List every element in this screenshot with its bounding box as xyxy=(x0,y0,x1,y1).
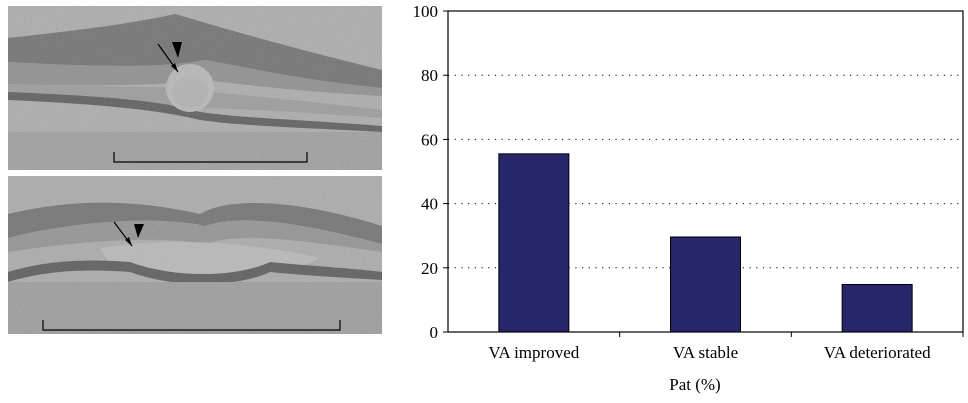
axes xyxy=(443,10,964,337)
oct-scan-bottom xyxy=(8,176,382,334)
x-tick-label: VA deteriorated xyxy=(824,343,931,362)
bar-va-deteriorated xyxy=(841,283,913,333)
chart-svg: 0 20 40 60 80 100 VA improved VA stable VA dete… xyxy=(413,2,964,394)
x-tick-label: VA improved xyxy=(488,343,579,362)
oct-images xyxy=(0,0,390,398)
grid-lines xyxy=(448,74,963,269)
plot-frame xyxy=(447,10,964,333)
x-axis-label: Pat (%) xyxy=(669,375,720,394)
y-tick-label: 40 xyxy=(421,195,438,214)
y-tick-label: 100 xyxy=(413,2,439,21)
y-tick-label: 80 xyxy=(421,66,438,85)
bars xyxy=(498,153,913,333)
scale-bar xyxy=(113,152,308,163)
y-tick-labels: 0 20 40 60 80 100 xyxy=(413,2,439,342)
bar-chart: 0 20 40 60 80 100 VA improved VA stable VA dete… xyxy=(395,0,968,398)
x-tick-label: VA stable xyxy=(673,343,738,362)
bar-va-improved xyxy=(498,153,570,333)
scale-bar xyxy=(42,320,341,331)
oct-scan-top xyxy=(8,6,382,170)
arrowhead-icon xyxy=(134,224,144,238)
y-tick-label: 0 xyxy=(430,323,439,342)
bar-va-stable xyxy=(670,236,741,333)
oct-scans-svg xyxy=(8,6,382,334)
y-tick-label: 20 xyxy=(421,259,438,278)
y-tick-label: 60 xyxy=(421,130,438,149)
arrowhead-icon xyxy=(172,42,182,58)
x-tick-labels: VA improved VA stable VA deteriorated xyxy=(488,343,931,362)
